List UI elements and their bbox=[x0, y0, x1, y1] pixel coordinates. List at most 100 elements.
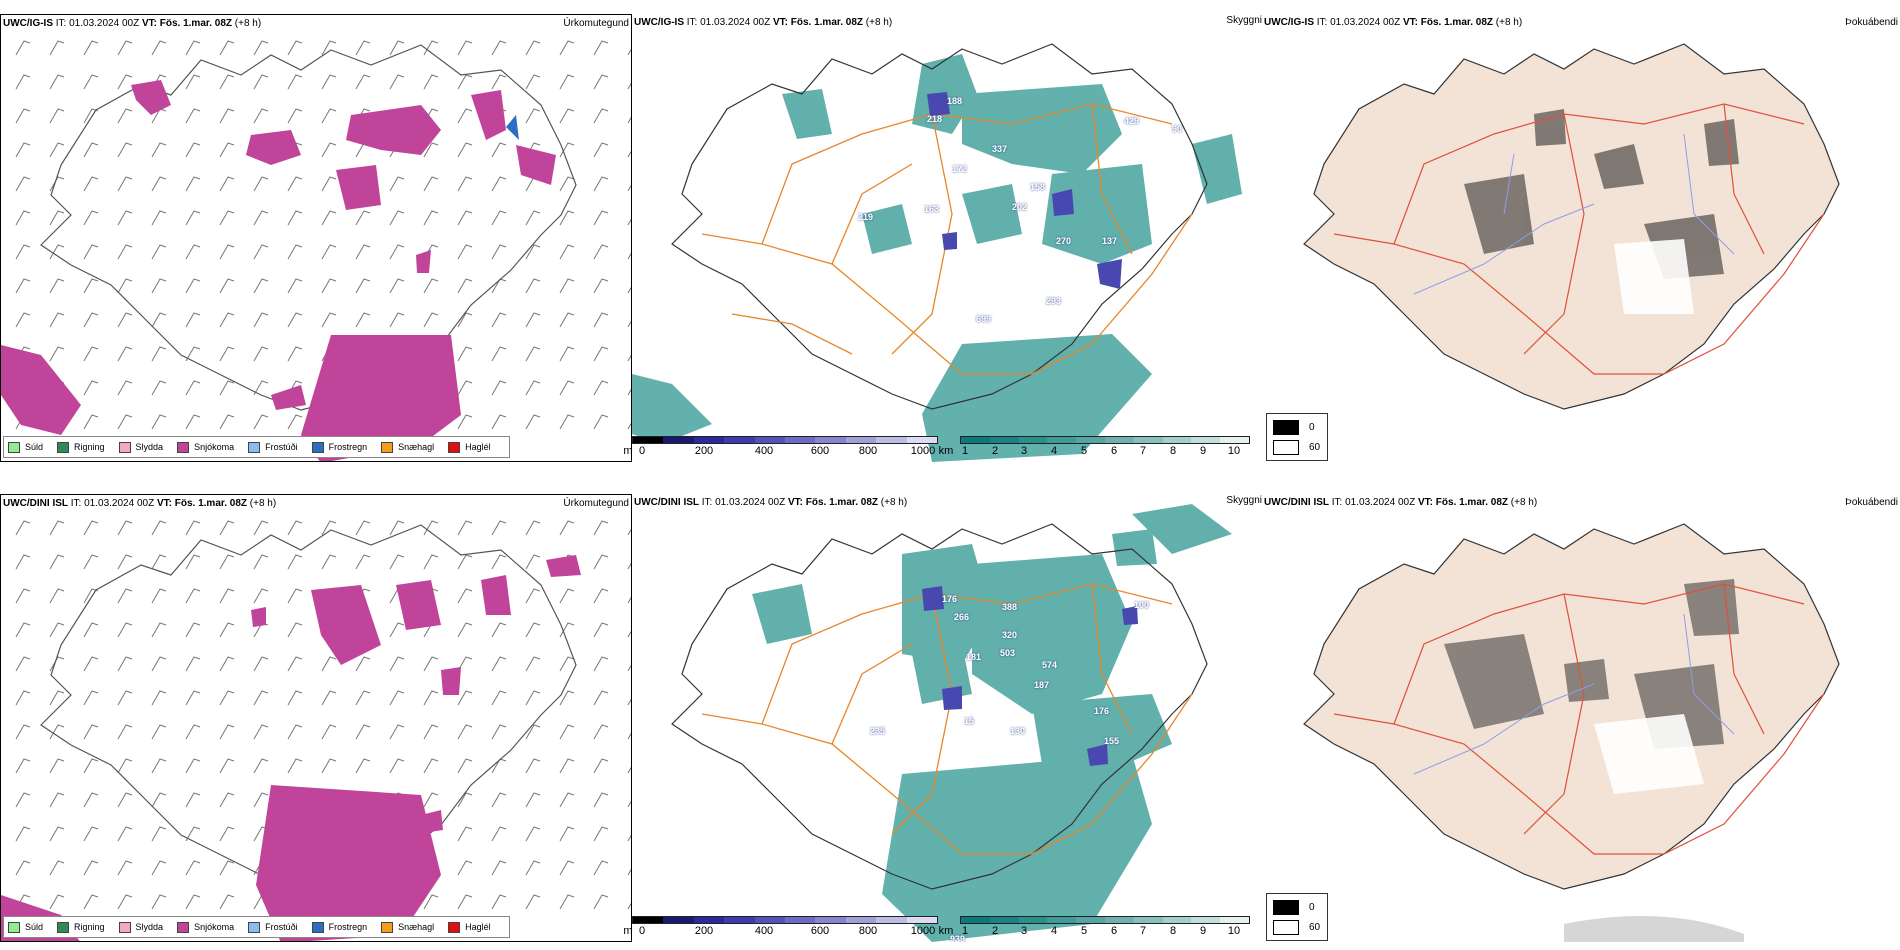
wind-barb bbox=[117, 74, 133, 90]
wind-barb bbox=[389, 210, 405, 226]
wind-barb bbox=[15, 758, 31, 774]
wind-barb bbox=[83, 380, 99, 396]
wind-barb bbox=[457, 74, 473, 90]
wind-barb bbox=[253, 414, 269, 430]
wind-barb bbox=[219, 588, 235, 604]
wind-barb bbox=[457, 210, 473, 226]
wind-barb bbox=[117, 346, 133, 362]
wind-barb bbox=[559, 622, 575, 638]
wind-barb bbox=[593, 176, 609, 192]
wind-barb bbox=[491, 724, 507, 740]
wind-barb bbox=[525, 346, 541, 362]
wind-barb bbox=[559, 588, 575, 604]
it-label: IT: bbox=[1316, 17, 1328, 28]
wind-barb bbox=[15, 108, 31, 124]
wind-barb bbox=[525, 860, 541, 876]
vis-tick: 4 bbox=[1050, 445, 1058, 457]
visibility-value: 218 bbox=[927, 114, 943, 124]
wind-barb bbox=[389, 176, 405, 192]
fog-map bbox=[1303, 43, 1840, 410]
visibility-value: 163 bbox=[924, 204, 940, 214]
legend-swatch bbox=[177, 921, 190, 933]
height-unit: m bbox=[623, 445, 633, 457]
wind-barb bbox=[321, 244, 337, 260]
wind-barb bbox=[219, 346, 235, 362]
wind-barb bbox=[83, 826, 99, 842]
wind-barb bbox=[627, 698, 631, 706]
wind-barb bbox=[151, 176, 167, 192]
vt-value: Fös. 1.mar. 08Z bbox=[174, 498, 248, 509]
scale-segment bbox=[724, 437, 755, 443]
wind-barb bbox=[117, 380, 133, 396]
wind-barb bbox=[457, 176, 473, 192]
fog-header: UWC/IG-IS IT: 01.03.2024 00Z VT: Fös. 1.… bbox=[1264, 17, 1522, 28]
visibility-value: 320 bbox=[1002, 630, 1018, 640]
wind-barb bbox=[627, 422, 631, 430]
wind-barb bbox=[219, 520, 235, 536]
visibility-value: 158 bbox=[1030, 182, 1046, 192]
wind-barb bbox=[253, 108, 269, 124]
wind-barb bbox=[83, 758, 99, 774]
wind-barb bbox=[321, 690, 337, 706]
wind-barb bbox=[253, 520, 269, 536]
visibility-value: 270 bbox=[1056, 236, 1072, 246]
legend-item: Slydda bbox=[118, 921, 163, 933]
wind-barb bbox=[491, 210, 507, 226]
wind-barb bbox=[15, 588, 31, 604]
vis-tick: 7 bbox=[1139, 925, 1147, 937]
precip-map bbox=[1, 520, 631, 941]
wind-barb bbox=[423, 176, 439, 192]
wind-barb bbox=[49, 656, 65, 672]
visibility-value: 699 bbox=[976, 314, 992, 324]
wind-barb bbox=[525, 758, 541, 774]
wind-barb bbox=[593, 312, 609, 328]
vis-tick: 2 bbox=[991, 445, 999, 457]
wind-barb bbox=[253, 40, 269, 56]
wind-barb bbox=[219, 176, 235, 192]
wind-barb bbox=[219, 622, 235, 638]
wind-barb bbox=[627, 354, 631, 362]
visibility-value: 137 bbox=[1102, 236, 1118, 246]
wind-barb bbox=[559, 520, 575, 536]
it-value: 01.03.2024 00Z bbox=[715, 497, 786, 508]
teal-areas bbox=[632, 54, 1242, 462]
wind-barb bbox=[185, 792, 201, 808]
wind-barb bbox=[457, 142, 473, 158]
fog-panel-row1: UWC/IG-IS IT: 01.03.2024 00Z VT: Fös. 1.… bbox=[1264, 14, 1900, 462]
wind-barb bbox=[559, 312, 575, 328]
wind-barb bbox=[49, 690, 65, 706]
wind-barb bbox=[83, 622, 99, 638]
vt-value: Fös. 1.mar. 08Z bbox=[805, 497, 879, 508]
vis-tick: 8 bbox=[1169, 925, 1177, 937]
wind-barb bbox=[423, 74, 439, 90]
visibility-value: 181 bbox=[966, 652, 982, 662]
wind-barb bbox=[627, 868, 631, 876]
legend-item: Slydda bbox=[118, 441, 163, 453]
wind-barb bbox=[185, 894, 201, 910]
height-scale-bar bbox=[632, 916, 938, 924]
fog-map bbox=[1303, 523, 1840, 942]
wind-barb bbox=[491, 622, 507, 638]
wind-barb bbox=[117, 108, 133, 124]
wind-barb bbox=[627, 82, 631, 90]
fog-tick: 0 bbox=[1309, 902, 1315, 913]
wind-barb bbox=[49, 826, 65, 842]
fog-swatch bbox=[1273, 420, 1299, 435]
wind-barb bbox=[525, 554, 541, 570]
wind-barb bbox=[525, 278, 541, 294]
wind-barb bbox=[423, 792, 439, 808]
lead-time: (+8 h) bbox=[865, 17, 893, 28]
scale-segment bbox=[1018, 917, 1048, 923]
wind-barb bbox=[525, 724, 541, 740]
legend-label: Frostúði bbox=[265, 922, 298, 932]
visibility-header: UWC/IG-IS IT: 01.03.2024 00Z VT: Fös. 1.… bbox=[634, 17, 892, 28]
wind-barb bbox=[185, 346, 201, 362]
wind-barb bbox=[253, 792, 269, 808]
legend-item: Rigning bbox=[57, 921, 105, 933]
fog-swatch bbox=[1273, 900, 1299, 915]
scale-segment bbox=[1047, 917, 1077, 923]
wind-barb bbox=[15, 860, 31, 876]
visibility-value: 293 bbox=[1046, 296, 1062, 306]
vis-tick: 5 bbox=[1080, 925, 1088, 937]
iceland-outline bbox=[671, 43, 1208, 410]
